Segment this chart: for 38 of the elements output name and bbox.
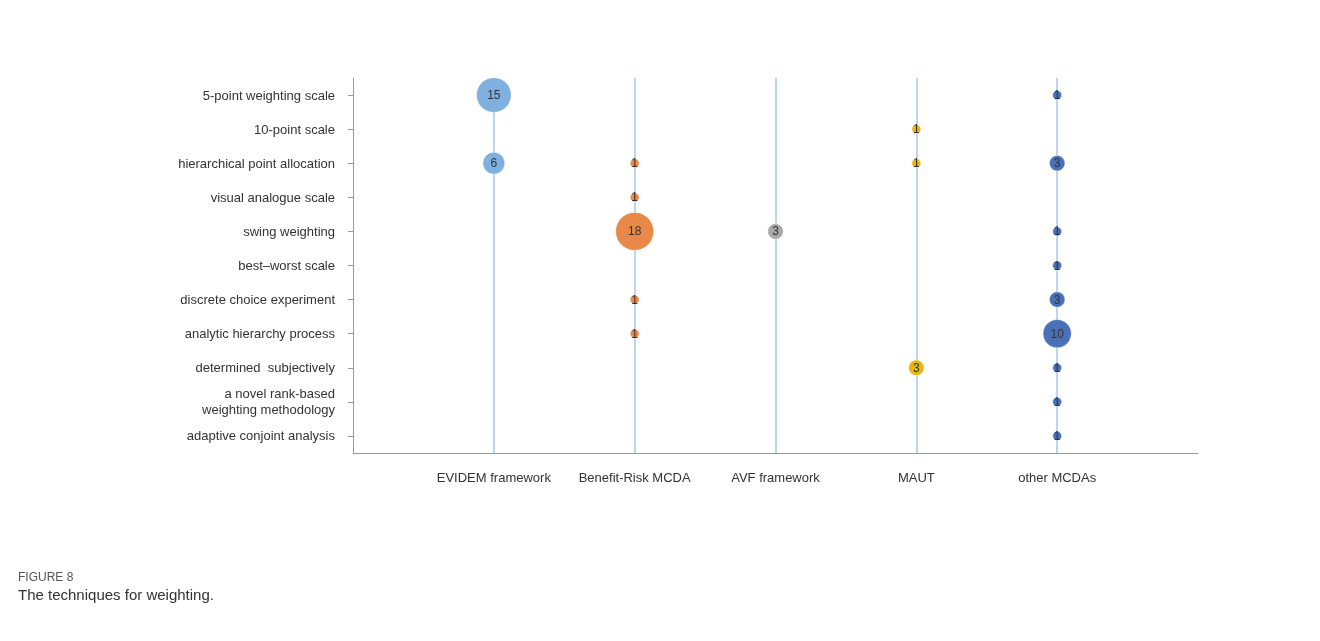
data-label: 1 — [1053, 360, 1061, 375]
y-tick-label: best–worst scale — [238, 258, 335, 273]
data-label: 3 — [912, 360, 920, 375]
y-tick-label: discrete choice experiment — [180, 292, 336, 308]
text: The techniques for weighting. — [18, 586, 215, 603]
data-label: 3 — [1053, 156, 1061, 171]
data-label: 3 — [772, 224, 780, 239]
y-tick-label: a novel rank-based weighting methodology — [201, 386, 336, 418]
y-tick-label: swing weighting — [243, 223, 335, 239]
data-label: 15 — [487, 88, 501, 103]
data-label: 1 — [631, 156, 639, 171]
caption: FIGURE 8 — [18, 570, 75, 584]
data-label: 1 — [631, 326, 639, 341]
data-label: 1 — [1053, 224, 1061, 239]
data-label: 1 — [1053, 428, 1061, 443]
data-label: 1 — [912, 122, 920, 137]
data-label: 1 — [631, 190, 639, 205]
data-label: 1 — [912, 156, 920, 171]
x-tick-label: other MCDAs — [1018, 470, 1097, 485]
data-label: 18 — [627, 224, 642, 239]
data-label: 1 — [1053, 88, 1061, 103]
data-label: 6 — [490, 156, 498, 171]
x-tick-label: MAUT — [897, 470, 935, 485]
y-tick-label: 5-point weighting scale — [202, 87, 335, 103]
y-tick-label: analytic hierarchy process — [184, 326, 336, 342]
y-tick-label: adaptive conjoint analysis — [186, 428, 336, 444]
y-tick-label: determined subjectively — [195, 360, 336, 376]
x-tick-label: AVF framework — [731, 470, 821, 485]
x-tick-label: EVIDEM framework — [436, 470, 552, 485]
y-tick-label: hierarchical point allocation — [178, 155, 335, 171]
x-tick-label: Benefit-Risk MCDA — [578, 470, 691, 485]
y-tick-label: visual analogue scale — [210, 189, 335, 205]
data-label: 1 — [1053, 258, 1061, 273]
data-label: 3 — [1053, 292, 1061, 307]
data-label: 1 — [1053, 394, 1061, 409]
data-label: 1 — [631, 292, 639, 307]
data-label: 10 — [1050, 326, 1065, 341]
y-tick-label: 10-point scale — [254, 121, 335, 137]
